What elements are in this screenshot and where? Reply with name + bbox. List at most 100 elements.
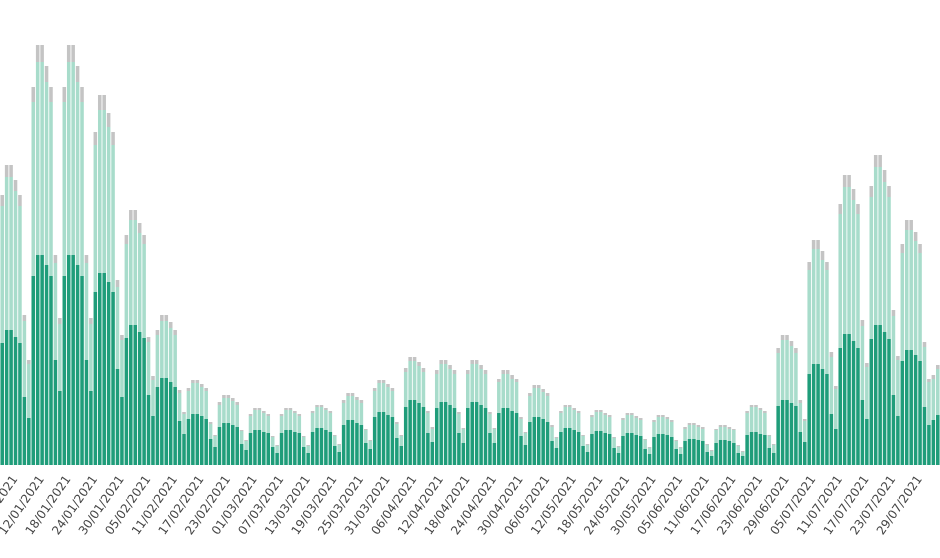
- bar-segment: [789, 403, 794, 465]
- bar-segment: [559, 413, 563, 432]
- bar-segment: [514, 382, 519, 413]
- bar-segment: [408, 400, 412, 465]
- bar-segment: [718, 440, 723, 465]
- bar-segment: [62, 102, 67, 276]
- bar-segment: [97, 95, 102, 110]
- bar-segment: [909, 350, 913, 465]
- bar-segment: [474, 360, 479, 364]
- bar-segment: [408, 357, 412, 361]
- bar-segment: [674, 441, 678, 449]
- bar-segment: [931, 420, 936, 465]
- bar-segment: [545, 422, 550, 465]
- bar-segment: [816, 249, 820, 364]
- bar-segment: [306, 445, 310, 446]
- bar-segment: [231, 425, 235, 465]
- bar-segment: [528, 393, 532, 396]
- bar-segment: [811, 364, 816, 465]
- bar-segment: [567, 407, 572, 428]
- bar-segment: [106, 282, 111, 465]
- bar-segment: [785, 335, 789, 340]
- bar-segment: [687, 423, 692, 425]
- bar-segment: [315, 405, 319, 407]
- bar-segment: [665, 435, 670, 465]
- bar-segment: [262, 432, 266, 465]
- bar-segment: [93, 145, 98, 292]
- bar-segment: [199, 384, 204, 387]
- bar-segment: [630, 413, 634, 415]
- bar-segment: [913, 232, 918, 241]
- bar-segment: [417, 362, 421, 366]
- bar-segment: [882, 170, 887, 182]
- bar-segment: [297, 433, 302, 465]
- bar-segment: [270, 437, 275, 447]
- bar-segment: [439, 402, 443, 465]
- bar-segment: [213, 447, 217, 465]
- bar-segment: [293, 432, 297, 465]
- bar-segment: [807, 270, 811, 374]
- bar-segment: [40, 62, 44, 255]
- bar-segment: [133, 325, 138, 465]
- bar-segment: [337, 445, 341, 452]
- bar-segment: [395, 438, 399, 465]
- bar-segment: [421, 407, 426, 465]
- bar-segment: [692, 423, 696, 425]
- bar-segment: [780, 340, 785, 400]
- bar-segment: [541, 419, 545, 465]
- bar-segment: [120, 340, 124, 397]
- bar-segment: [896, 356, 900, 360]
- bar-segment: [936, 415, 940, 465]
- bar-segment: [723, 427, 727, 440]
- bar-segment: [736, 446, 741, 453]
- bar-segment: [337, 444, 341, 445]
- bar-segment: [709, 451, 714, 456]
- bar-segment: [160, 321, 164, 378]
- bar-segment: [239, 444, 244, 465]
- bar-segment: [319, 407, 324, 428]
- bar-segment: [71, 255, 75, 465]
- bar-segment: [678, 448, 683, 454]
- bar-segment: [151, 380, 155, 416]
- bar-segment: [9, 177, 13, 330]
- bar-segment: [377, 383, 381, 412]
- bar-segment: [164, 315, 169, 321]
- bar-segment: [825, 270, 829, 374]
- bar-segment: [873, 167, 878, 325]
- bar-segment: [372, 417, 377, 465]
- bar-segment: [434, 374, 439, 408]
- bar-segment: [550, 425, 554, 427]
- bar-segment: [652, 437, 656, 465]
- bar-segment: [585, 444, 590, 445]
- bar-segment: [222, 423, 226, 465]
- bar-segment: [226, 395, 231, 398]
- bar-segment: [22, 315, 27, 321]
- bar-segment: [217, 402, 222, 405]
- bar-segment: [44, 265, 49, 465]
- bar-segment: [66, 255, 71, 465]
- bar-segment: [763, 435, 767, 465]
- bar-segment: [758, 408, 763, 410]
- bar-segment: [213, 436, 217, 447]
- bar-segment: [386, 384, 390, 387]
- bar-segment: [479, 369, 483, 405]
- bar-segment: [505, 374, 510, 408]
- bar-segment: [301, 436, 306, 437]
- bar-segment: [692, 425, 696, 439]
- bar-segment: [860, 320, 865, 326]
- bar-segment: [244, 441, 248, 450]
- bar-segment: [177, 421, 182, 465]
- bar-segment: [248, 416, 253, 433]
- bar-segment: [687, 425, 692, 439]
- bar-segment: [931, 375, 936, 379]
- bar-segment: [466, 370, 470, 374]
- bar-segment: [656, 417, 661, 434]
- bar-segment: [909, 230, 913, 350]
- bar-segment: [763, 411, 767, 413]
- bar-segment: [634, 418, 639, 435]
- bar-segment: [399, 435, 404, 436]
- bar-segment: [49, 87, 53, 102]
- bar-segment: [231, 398, 235, 401]
- bar-segment: [860, 326, 865, 400]
- bar-segment: [364, 429, 368, 430]
- bar-segment: [279, 416, 284, 433]
- bar-segment: [217, 427, 222, 465]
